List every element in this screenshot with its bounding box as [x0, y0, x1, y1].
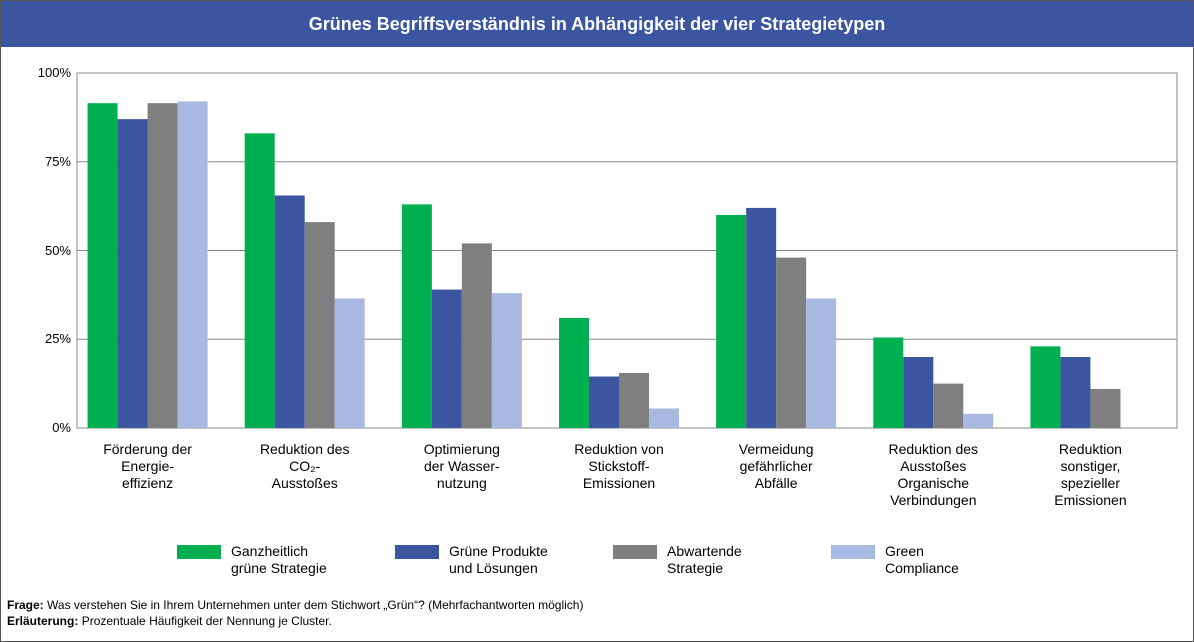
bar: [147, 103, 178, 429]
bar: [746, 207, 777, 428]
y-tick-label: 75%: [44, 153, 71, 169]
y-tick-label: 100%: [37, 65, 71, 80]
bar: [1030, 346, 1061, 428]
legend-swatch: [395, 545, 439, 559]
x-tick-label: Förderung der Energie- effizienz: [103, 441, 192, 491]
bar: [117, 119, 148, 429]
y-tick-label: 0%: [52, 420, 71, 435]
bar: [776, 257, 807, 428]
bar: [589, 376, 619, 428]
bar: [431, 289, 462, 428]
bar: [334, 298, 365, 428]
bar: [461, 243, 492, 428]
footer-label: Frage:: [7, 598, 44, 612]
x-tick-label: Optimierung der Wasser- nutzung: [423, 441, 500, 491]
bar: [933, 383, 964, 428]
bar: [177, 101, 208, 429]
x-tick-label: Reduktion von Stickstoff- Emissionen: [574, 441, 664, 491]
footer-text: Prozentuale Häufigkeit der Nennung je Cl…: [81, 614, 332, 628]
bar: [1090, 388, 1121, 428]
legend-label: Green Compliance: [885, 543, 959, 576]
x-tick-label: Reduktion des CO₂- Ausstoßes: [259, 441, 350, 491]
legend-swatch: [177, 545, 221, 559]
footer-note: Erläuterung: Prozentuale Häufigkeit der …: [7, 614, 332, 628]
legend-label: Abwartende Strategie: [667, 543, 742, 576]
y-tick-label: 25%: [44, 331, 71, 347]
bar: [806, 298, 837, 428]
x-tick-label: Vermeidung gefährlicher Abfälle: [738, 441, 814, 491]
bar: [716, 215, 747, 428]
x-tick-label: Reduktion sonstiger, spezieller Emission…: [1054, 441, 1127, 508]
y-tick-label: 50%: [44, 242, 71, 258]
bar: [619, 372, 649, 428]
footer-label: Erläuterung:: [7, 614, 79, 628]
bar: [244, 133, 275, 428]
bar: [491, 293, 522, 428]
footer-text: Was verstehen Sie in Ihrem Unternehmen u…: [47, 598, 584, 612]
bar: [274, 195, 305, 428]
legend-label: Ganzheitlich grüne Strategie: [231, 543, 327, 576]
bar: [963, 413, 994, 428]
bar: [1060, 357, 1091, 428]
bar: [903, 357, 934, 428]
bar: [559, 317, 589, 428]
bar: [87, 103, 118, 429]
chart-title: Grünes Begriffsverständnis in Abhängigke…: [1, 1, 1193, 47]
legend-swatch: [613, 545, 657, 559]
bar: [304, 222, 335, 428]
x-tick-label: Reduktion des Ausstoßes Organische Verbi…: [888, 441, 979, 508]
bar: [401, 204, 432, 428]
legend-label: Grüne Produkte und Lösungen: [449, 543, 548, 576]
legend-swatch: [831, 545, 875, 559]
bar: [649, 408, 679, 428]
bar: [873, 337, 904, 428]
footer-question: Frage: Was verstehen Sie in Ihrem Untern…: [7, 598, 583, 612]
